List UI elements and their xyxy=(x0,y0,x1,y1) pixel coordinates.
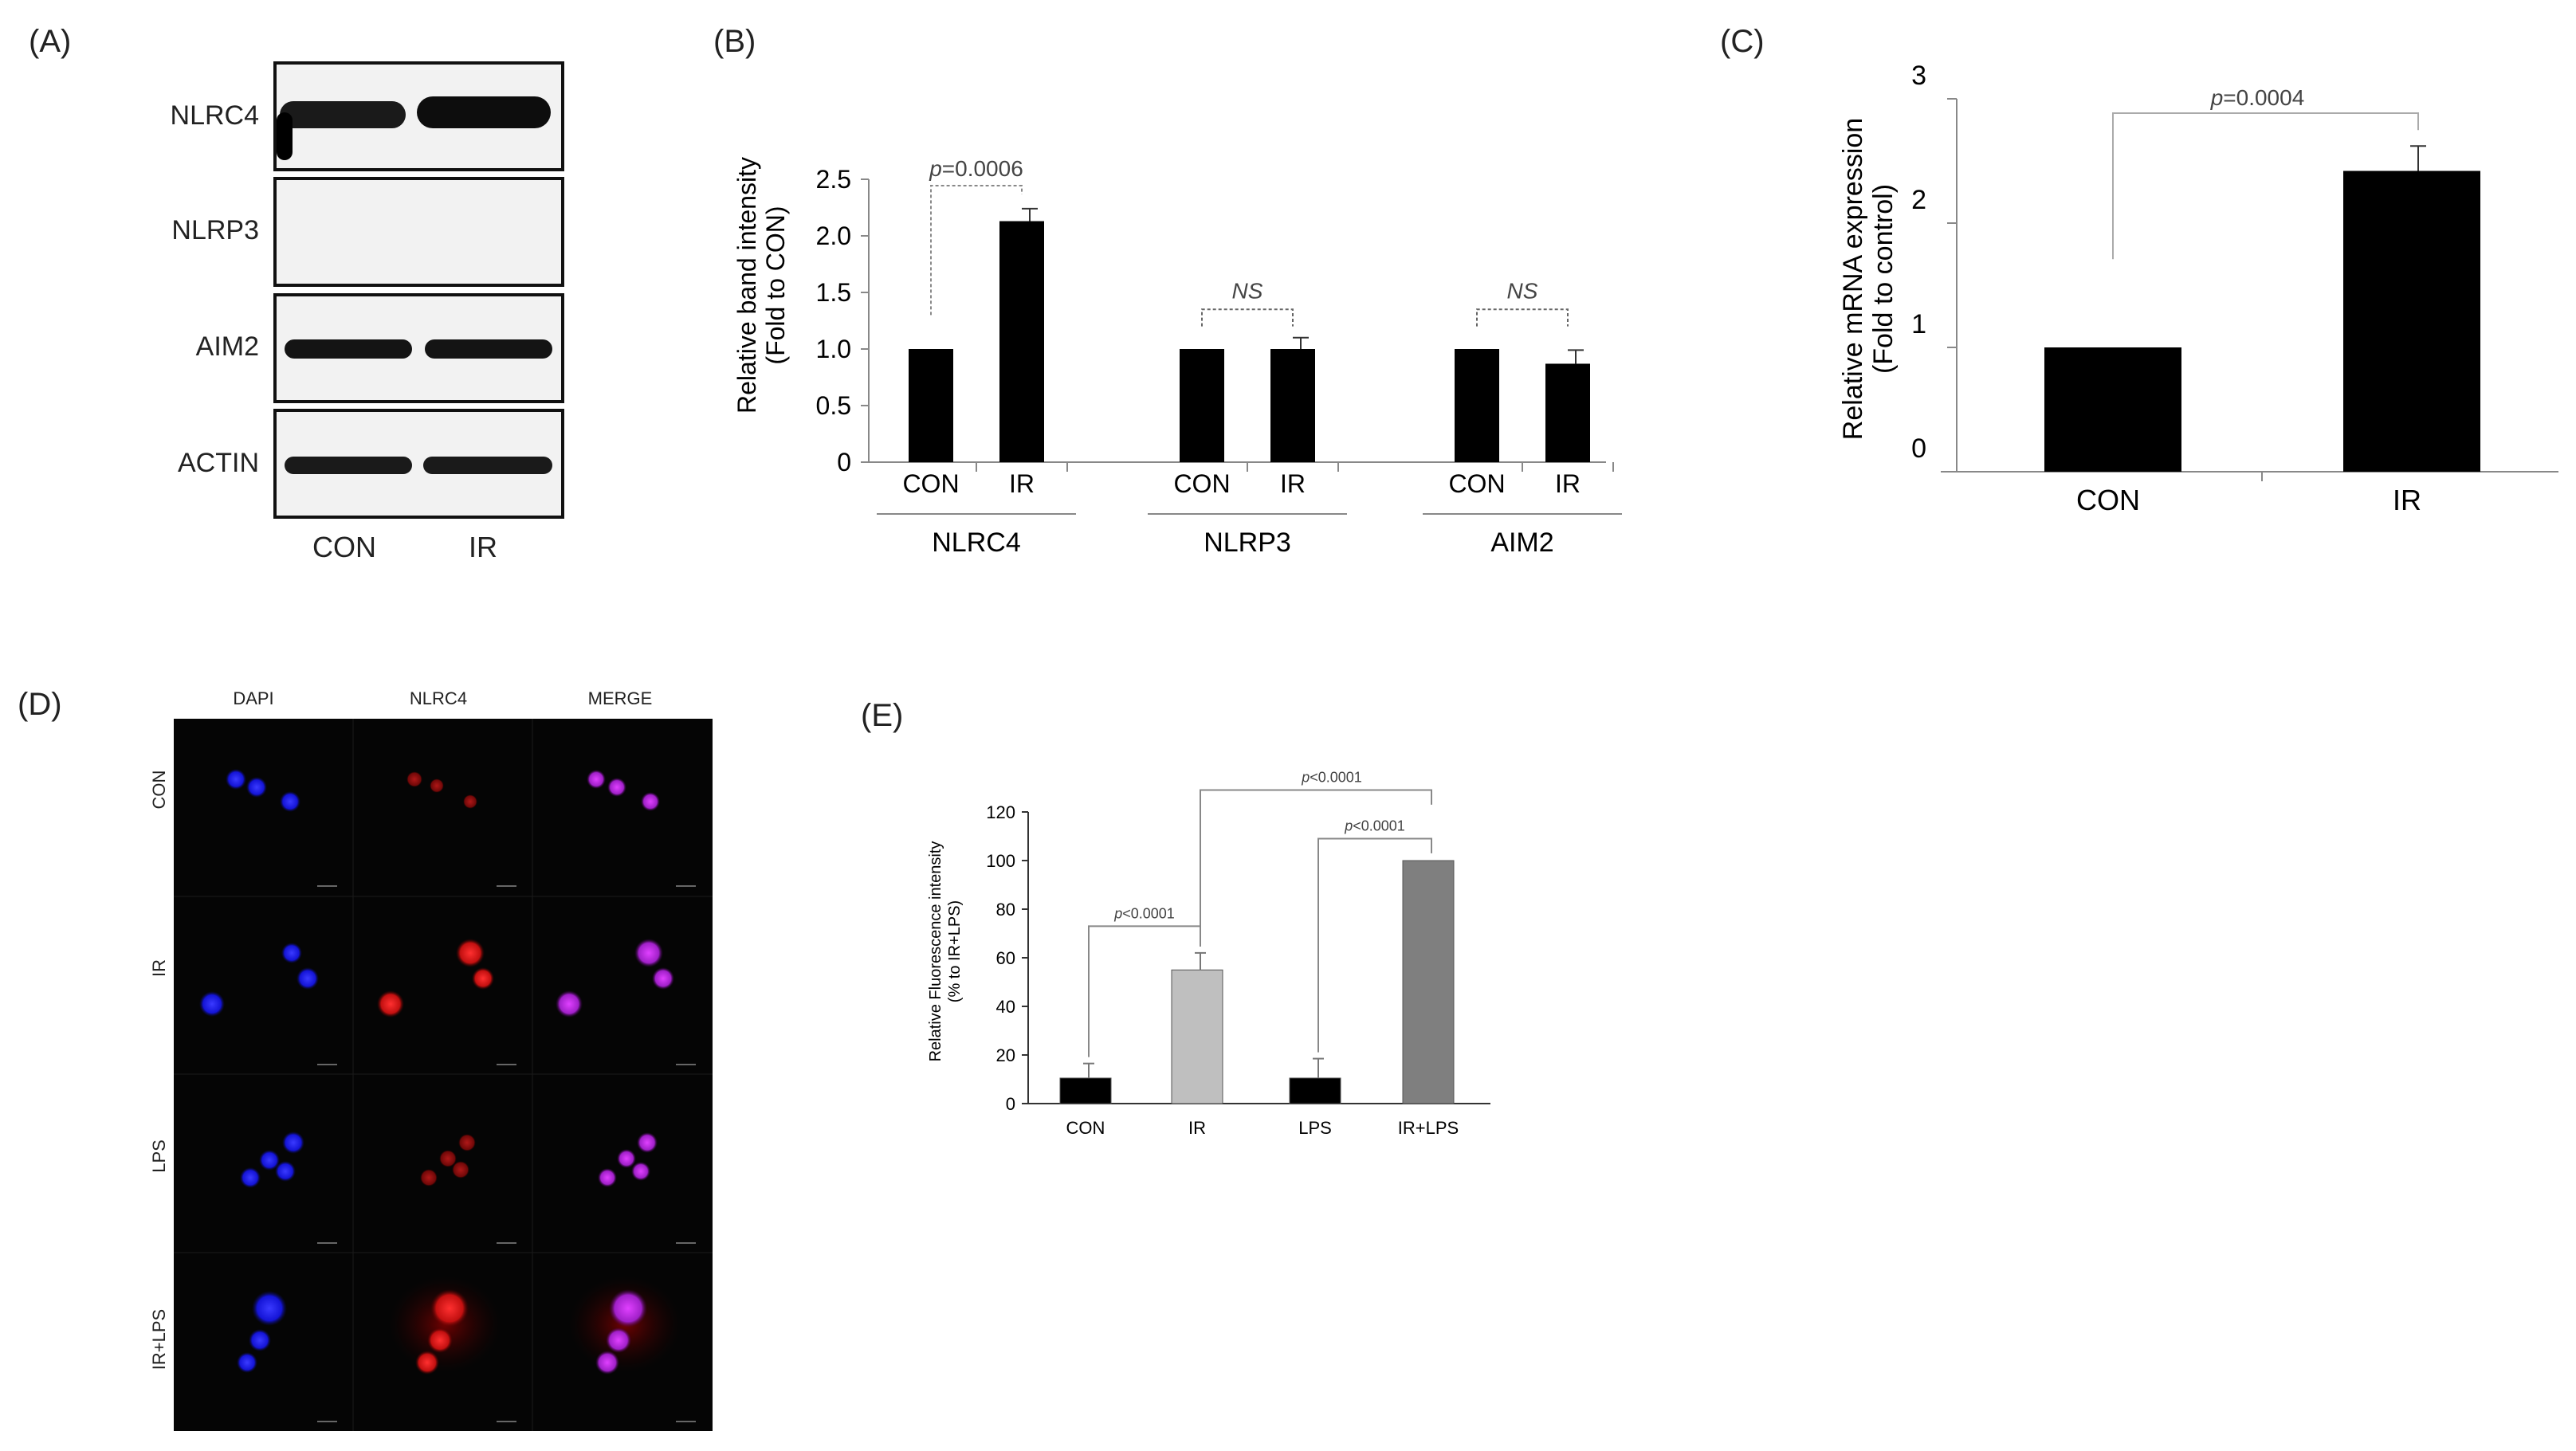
y-axis-label: Relative band intensity(Fold to CON) xyxy=(732,157,790,414)
ns-label: NS xyxy=(1232,278,1263,303)
blot-actin xyxy=(273,409,564,519)
category-label: IR xyxy=(1188,1118,1206,1138)
p-value-label: p<0.0001 xyxy=(1344,818,1405,834)
panel-label-d: (D) xyxy=(18,687,62,722)
bar xyxy=(1180,349,1224,462)
y-tick-label: 1 xyxy=(1911,309,1926,339)
chart-b: 0 0.5 1.0 1.5 2.0 2.5 Relative band intensity(… xyxy=(732,156,1622,558)
y-tick-label: 2.0 xyxy=(816,222,851,250)
blot-band xyxy=(285,457,412,474)
bar xyxy=(1455,349,1499,462)
bar xyxy=(1059,1077,1112,1104)
significance-bracket xyxy=(2112,112,2419,260)
y-tick-label: 1.0 xyxy=(816,335,851,363)
micro-row-label: IR xyxy=(149,959,169,977)
category-label: IR xyxy=(1280,469,1306,498)
significance-bracket xyxy=(1476,308,1569,327)
category-label: CON xyxy=(1448,469,1505,498)
panel-label-b: (B) xyxy=(713,24,756,59)
bar xyxy=(909,349,953,462)
significance-bracket xyxy=(930,185,1023,316)
blot-row-label: NLRP3 xyxy=(171,215,259,245)
blot-band xyxy=(423,457,552,474)
bar xyxy=(2044,347,2181,472)
y-tick-label: 1.5 xyxy=(816,278,851,307)
category-label: CON xyxy=(1066,1118,1105,1138)
micro-column-label: NLRC4 xyxy=(409,688,468,708)
bar xyxy=(999,221,1044,462)
micro-column-label: DAPI xyxy=(233,688,274,708)
bar xyxy=(1402,860,1455,1104)
micro-row-label: LPS xyxy=(149,1139,169,1173)
category-label: IR xyxy=(1555,469,1581,498)
panel-label-e: (E) xyxy=(861,698,904,733)
chart-c: 0 1 2 3 Relative mRNA expression(Fold to con… xyxy=(1838,61,2558,516)
category-label: IR+LPS xyxy=(1398,1118,1459,1138)
p-value-label: p<0.0001 xyxy=(1113,905,1175,921)
bar xyxy=(1171,969,1223,1104)
chart-e: 0 20 40 60 80 100 120 Relative Fluorescence int… xyxy=(927,770,1490,1138)
category-label: LPS xyxy=(1298,1118,1332,1138)
blot-aim2 xyxy=(273,293,564,403)
panel-label-a: (A) xyxy=(29,24,72,59)
bar xyxy=(1545,363,1590,462)
y-tick-label: 80 xyxy=(996,900,1015,920)
y-tick-label: 0 xyxy=(1911,433,1926,464)
p-value-label: p=0.0004 xyxy=(2210,85,2305,110)
group-label: AIM2 xyxy=(1490,527,1553,558)
bar xyxy=(2343,171,2480,473)
significance-bracket xyxy=(1317,837,1432,1053)
significance-bracket xyxy=(1200,789,1432,947)
category-label: CON xyxy=(2076,484,2140,516)
y-tick-label: 0.5 xyxy=(816,391,851,420)
y-tick-label: 20 xyxy=(996,1045,1015,1065)
y-tick-label: 100 xyxy=(986,851,1015,871)
category-label: CON xyxy=(902,469,959,498)
blot-lane-label: CON xyxy=(312,531,376,563)
blot-band xyxy=(417,96,551,128)
blot-band xyxy=(425,339,552,359)
significance-bracket xyxy=(1201,308,1294,327)
blot-band xyxy=(285,339,412,359)
blot-band xyxy=(280,101,406,128)
micro-row-label: CON xyxy=(149,770,169,810)
category-label: IR xyxy=(2393,484,2421,516)
y-tick-label: 3 xyxy=(1911,61,1926,91)
micro-image xyxy=(174,719,713,1431)
y-tick-label: 40 xyxy=(996,997,1015,1017)
blot-row-label: NLRC4 xyxy=(170,100,259,131)
y-tick-label: 2.5 xyxy=(816,165,851,194)
y-axis-label: Relative mRNA expression(Fold to control… xyxy=(1838,118,1899,440)
p-value-label: p=0.0006 xyxy=(929,156,1023,181)
y-tick-label: 2 xyxy=(1911,185,1926,215)
blot-band xyxy=(277,112,293,160)
group-label: NLRP3 xyxy=(1204,527,1291,558)
y-tick-label: 60 xyxy=(996,948,1015,968)
y-tick-label: 0 xyxy=(837,448,851,476)
y-tick-label: 0 xyxy=(1006,1094,1015,1114)
blot-row-label: ACTIN xyxy=(178,448,259,478)
bar xyxy=(1270,349,1315,462)
category-label: IR xyxy=(1009,469,1035,498)
blot-nlrp3 xyxy=(273,177,564,287)
blot-row-label: AIM2 xyxy=(195,331,259,362)
bar xyxy=(1289,1077,1341,1104)
blot-nlrc4 xyxy=(273,61,564,171)
p-value-label: p<0.0001 xyxy=(1301,770,1362,786)
micro-column-label: MERGE xyxy=(587,688,653,708)
micro-image-grid xyxy=(174,719,713,1431)
y-tick-label: 120 xyxy=(986,802,1015,822)
micro-row-label: IR+LPS xyxy=(149,1308,169,1371)
category-label: CON xyxy=(1173,469,1230,498)
ns-label: NS xyxy=(1507,278,1538,303)
group-label: NLRC4 xyxy=(932,527,1020,558)
blot-lane-label: IR xyxy=(469,531,497,563)
panel-label-c: (C) xyxy=(1720,24,1765,59)
y-axis-label: Relative Fluorescence intensity (% to IR+… xyxy=(927,841,964,1062)
